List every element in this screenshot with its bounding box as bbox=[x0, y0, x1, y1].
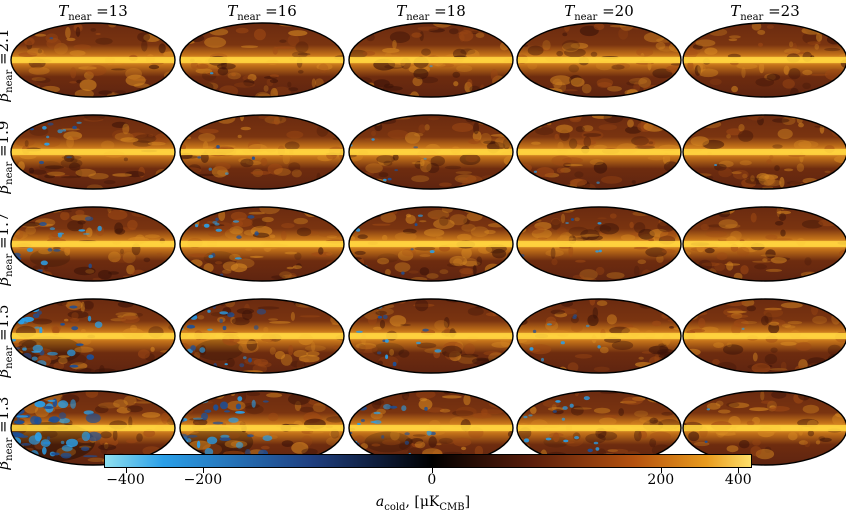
column-title: Tnear =13 bbox=[10, 2, 176, 27]
sky-map bbox=[179, 22, 345, 98]
column-title: Tnear =23 bbox=[682, 2, 846, 27]
sky-map bbox=[348, 206, 514, 282]
colorbar bbox=[104, 454, 752, 468]
sky-map bbox=[10, 206, 176, 282]
sky-map bbox=[682, 114, 846, 190]
row-title: βnear =1.7 bbox=[0, 200, 12, 298]
sky-map bbox=[179, 298, 345, 374]
sky-map bbox=[348, 22, 514, 98]
sky-map bbox=[682, 22, 846, 98]
sky-map bbox=[348, 114, 514, 190]
sky-map bbox=[516, 206, 682, 282]
colorbar-tick-label: −400 bbox=[106, 471, 144, 489]
sky-map bbox=[516, 298, 682, 374]
sky-map bbox=[10, 298, 176, 374]
sky-map bbox=[682, 298, 846, 374]
sky-map bbox=[179, 206, 345, 282]
column-title: Tnear =16 bbox=[179, 2, 345, 27]
row-title: βnear =1.3 bbox=[0, 384, 12, 482]
column-title: Tnear =20 bbox=[516, 2, 682, 27]
colorbar-tick-label: 200 bbox=[647, 471, 674, 489]
colorbar-title: acold, [μKCMB] bbox=[0, 493, 846, 517]
sky-map bbox=[682, 206, 846, 282]
row-title: βnear =1.9 bbox=[0, 108, 12, 206]
sky-map bbox=[10, 22, 176, 98]
sky-map bbox=[348, 298, 514, 374]
colorbar-tick-label: 0 bbox=[427, 471, 436, 489]
sky-map bbox=[516, 22, 682, 98]
colorbar-tick-label: −200 bbox=[184, 471, 222, 489]
column-title: Tnear =18 bbox=[348, 2, 514, 27]
colorbar-tick-label: 400 bbox=[725, 471, 752, 489]
sky-map bbox=[516, 114, 682, 190]
sky-map bbox=[10, 114, 176, 190]
row-title: βnear =2.1 bbox=[0, 16, 12, 114]
row-title: βnear =1.5 bbox=[0, 292, 12, 390]
sky-map bbox=[179, 114, 345, 190]
